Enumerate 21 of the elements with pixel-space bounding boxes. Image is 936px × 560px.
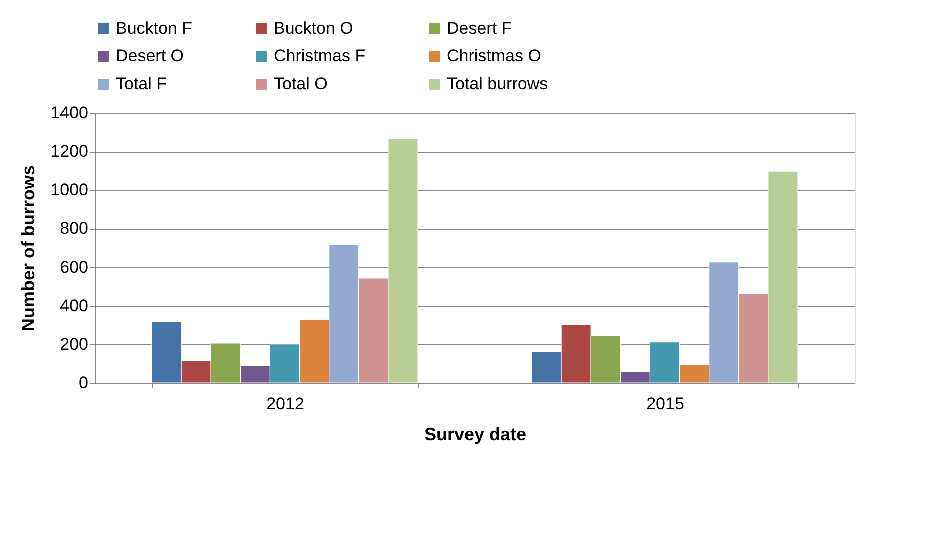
y-tick-label: 1000 bbox=[50, 180, 88, 200]
x-tick-label: 2012 bbox=[266, 394, 304, 414]
legend-label: Total O bbox=[274, 74, 328, 94]
y-tick-label: 600 bbox=[60, 258, 88, 277]
x-tick-label: 2015 bbox=[646, 394, 684, 414]
y-axis-title: Number of burrows bbox=[18, 165, 39, 332]
y-tick-label: 800 bbox=[60, 219, 88, 238]
y-tick-label: 1200 bbox=[50, 142, 88, 162]
legend-label: Christmas F bbox=[274, 46, 366, 66]
y-tick-label: 200 bbox=[60, 334, 88, 354]
legend-label: Buckton O bbox=[274, 18, 354, 38]
y-tick-label: 1400 bbox=[50, 104, 88, 122]
legend-label: Desert F bbox=[447, 18, 512, 38]
legend-label: Total F bbox=[116, 74, 168, 94]
legend-label: Christmas O bbox=[447, 46, 542, 66]
y-tick-label: 400 bbox=[60, 296, 88, 316]
legend-label: Desert O bbox=[116, 46, 184, 66]
legend-label: Buckton F bbox=[116, 18, 193, 38]
x-axis-title: Survey date bbox=[424, 424, 527, 444]
y-tick-label: 0 bbox=[79, 374, 88, 392]
legend-label: Total burrows bbox=[447, 74, 548, 94]
